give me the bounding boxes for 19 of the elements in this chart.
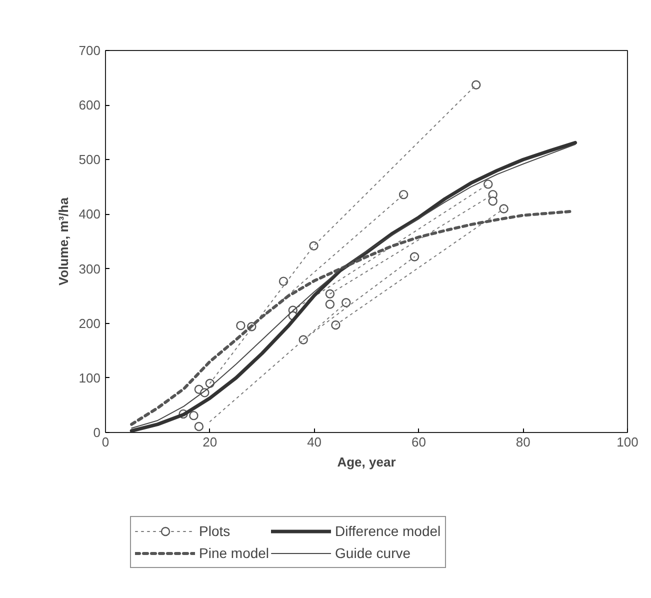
- x-tick-label: 80: [516, 434, 530, 450]
- x-tick-label: 20: [202, 434, 218, 450]
- x-axis-title: Age, year: [337, 454, 396, 470]
- y-axis-title: Volume, m³/ha: [56, 196, 71, 286]
- y-tick-label: 200: [78, 316, 101, 331]
- legend-label: Plots: [199, 523, 230, 539]
- y-tick-label: 0: [93, 425, 101, 440]
- x-tick-label: 100: [616, 434, 638, 450]
- legend-label: Pine model: [199, 545, 270, 561]
- y-tick-label: 700: [78, 43, 101, 58]
- y-tick-label: 500: [78, 152, 101, 168]
- x-tick-label: 40: [307, 434, 322, 450]
- y-tick-label: 100: [78, 370, 101, 386]
- x-tick-label: 60: [411, 434, 426, 450]
- legend-label: Guide curve: [335, 545, 411, 561]
- y-tick-label: 300: [78, 261, 101, 276]
- y-tick-label: 600: [78, 98, 101, 113]
- y-tick-label: 400: [78, 206, 101, 222]
- legend-label: Difference model: [335, 523, 441, 539]
